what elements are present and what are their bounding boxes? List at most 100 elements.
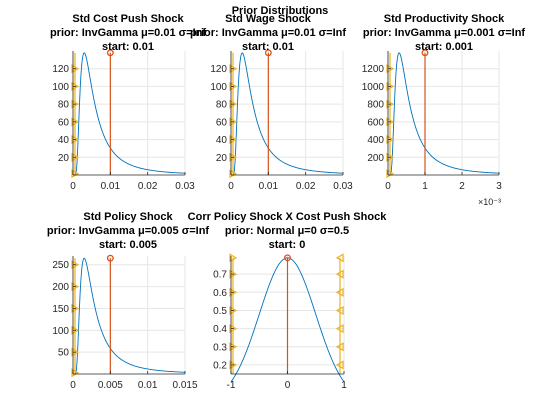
bound-marker-right [335,253,344,263]
subplot-title-line: start: 0.01 [242,41,294,53]
x-tick-label: 0.02 [296,181,316,192]
subplot-4: 0 0.005 0.01 0.015 50 100 150 200 250 Std Policy … [47,211,210,391]
subplot-title-line: Std Productivity Shock [384,13,505,25]
plot-area [73,51,185,175]
x-tick-label: 0.01 [259,181,279,192]
x-tick-label: 0.01 [138,380,158,391]
y-tick-label: 50 [58,348,70,359]
subplot-title-line: Std Cost Push Shock [72,13,184,25]
start-value-marker [284,254,291,262]
subplot-2: 0 0.01 0.02 0.03 20 40 60 80 100 120 Std Wage Shoc… [190,13,353,192]
x-tick-label: 0.03 [333,181,353,192]
y-tick-label: 20 [216,153,228,164]
bound-marker-left [71,117,80,127]
y-tick-label: 0.5 [213,306,227,317]
bound-marker-left [71,81,80,91]
figure-title: Prior Distributions [232,5,329,17]
bound-marker-left [229,253,238,263]
bound-marker-left [71,99,80,109]
y-tick-label: 0.2 [213,360,227,371]
bound-marker-left [229,135,238,145]
y-tick-label: 120 [210,64,227,75]
prior-density-line [231,52,344,176]
bound-marker-right [335,342,344,352]
bound-marker-left [229,81,238,91]
y-tick-label: 20 [58,153,70,164]
y-tick-label: 1200 [362,64,385,75]
subplot-title-line: Std Policy Shock [83,211,173,223]
subplot-title-line: Std Wage Shock [225,13,312,25]
bound-marker-left [229,324,238,334]
x-tick-label: 1 [341,380,347,391]
prior-density-line [73,257,186,375]
subplot-title-line: Corr Policy Shock X Cost Push Shock [188,211,388,223]
y-tick-label: 100 [52,326,69,337]
x-tick-label: 0 [70,380,76,391]
y-tick-label: 120 [52,64,69,75]
subplot-title-line: prior: InvGamma μ=0.005 σ=Inf [47,225,210,237]
bound-marker-left [71,303,80,313]
subplot-title-line: prior: InvGamma μ=0.01 σ=Inf [50,27,206,39]
y-tick-label: 250 [52,260,69,271]
subplot-title-line: start: 0.005 [99,239,157,251]
bound-marker-right [335,324,344,334]
bound-marker-left [71,325,80,335]
prior-density-line [388,52,500,176]
bound-marker-left [229,169,238,179]
bound-marker-left [386,81,395,91]
subplot-title-line: prior: InvGamma μ=0.01 σ=Inf [190,27,346,39]
subplot-title-line: start: 0 [269,239,306,251]
subplot-title-line: prior: Normal μ=0 σ=0.5 [225,225,349,237]
x-tick-label: 0 [70,181,76,192]
x-tick-label: 0 [385,181,391,192]
bound-marker-left [229,64,238,74]
y-tick-label: 600 [367,117,384,128]
bound-marker-left [71,260,80,270]
y-tick-label: 60 [216,117,228,128]
x-tick-label: 0.03 [175,181,195,192]
bound-marker-left [71,64,80,74]
y-tick-label: 60 [58,117,70,128]
start-value-marker [421,49,429,57]
plot-area [73,256,185,374]
bound-marker-left [71,169,80,179]
plot-area [231,51,343,175]
bound-marker-left [71,347,80,357]
y-tick-label: 100 [210,82,227,93]
y-tick-label: 80 [216,100,228,111]
bound-marker-left [386,117,395,127]
subplot-title-line: start: 0.01 [102,41,154,53]
subplot-title-line: start: 0.001 [415,41,473,53]
y-tick-label: 200 [52,282,69,293]
y-tick-label: 200 [367,153,384,164]
subplot-title-line: prior: InvGamma μ=0.001 σ=Inf [363,27,526,39]
y-tick-label: 1000 [362,82,385,93]
plot-area [388,51,499,175]
y-tick-label: 100 [52,82,69,93]
x-tick-label: 0 [285,380,291,391]
bound-marker-right [335,269,344,279]
x-tick-label: 3 [496,181,502,192]
bound-marker-left [71,135,80,145]
x-tick-label: 1 [422,181,428,192]
bound-marker-left [229,269,238,279]
y-tick-label: 0.4 [213,324,227,335]
bound-marker-left [229,117,238,127]
x-exponent-label: ×10⁻³ [478,197,501,207]
start-value-marker [264,49,272,57]
bound-marker-left [71,152,80,162]
subplot-5: -1 0 1 0.2 0.3 0.4 0.5 0.6 0.7 Corr Policy Shock … [188,211,388,391]
bound-marker-left [386,135,395,145]
y-tick-label: 0.3 [213,342,227,353]
subplot-3: 0 1 2 3 200 400 600 800 1000 1200 ×10⁻³ Std Product… [362,13,526,207]
bound-marker-left [229,287,238,297]
x-tick-label: 2 [459,181,465,192]
y-tick-label: 80 [58,100,70,111]
start-value-marker [106,49,114,57]
bound-marker-left [229,152,238,162]
bound-marker-right [335,305,344,316]
bound-marker-left [386,64,395,74]
y-tick-label: 0.7 [213,270,227,281]
bound-marker-left [229,342,238,352]
